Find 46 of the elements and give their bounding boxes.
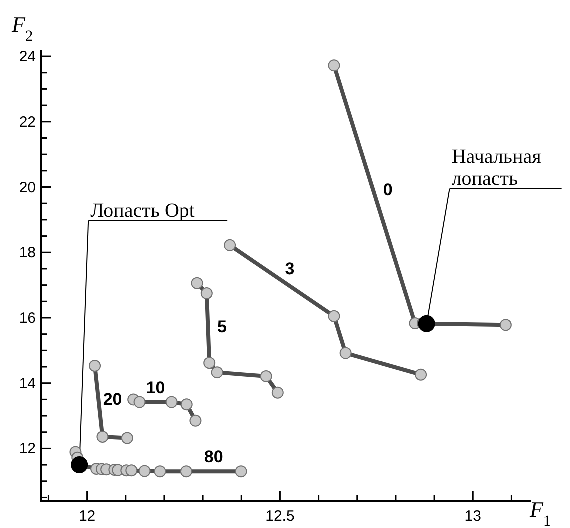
y-tick-label: 22 — [19, 114, 36, 131]
x-tick-label: 13 — [464, 508, 482, 525]
point — [180, 466, 192, 478]
point — [96, 430, 109, 443]
point — [138, 465, 151, 478]
point — [121, 432, 134, 444]
y-tick-label: 24 — [19, 48, 36, 66]
point — [134, 396, 146, 408]
x-axis-title: F$_{1}$ — [529, 497, 552, 528]
point — [166, 396, 178, 408]
point — [235, 466, 248, 478]
y-axis-title: F$_{2}$ — [11, 12, 34, 44]
annotation: Лопасть Opt — [90, 200, 196, 222]
point — [328, 60, 340, 72]
x-tick-label: 12 — [78, 508, 96, 525]
point — [260, 370, 272, 382]
point — [415, 368, 428, 381]
point — [340, 347, 352, 360]
point — [328, 310, 340, 322]
point — [191, 277, 204, 290]
series-label: 10 — [146, 378, 166, 398]
series-label: 3 — [285, 259, 295, 278]
point — [272, 386, 284, 399]
point — [418, 315, 436, 332]
y-tick-label: 14 — [19, 375, 36, 392]
series-label: 20 — [103, 390, 122, 409]
series-label: 0 — [383, 180, 393, 200]
point — [224, 239, 236, 252]
point — [154, 466, 166, 478]
point — [89, 360, 102, 372]
x-tick-label: 12.5 — [266, 508, 295, 525]
point — [71, 456, 88, 474]
point — [190, 414, 202, 427]
y-tick-label: 20 — [19, 179, 36, 196]
y-tick-label: 12 — [19, 440, 36, 458]
point — [126, 464, 138, 477]
annotation: Начальная лопасть — [452, 146, 542, 190]
point — [204, 357, 216, 370]
series-label: 5 — [218, 318, 227, 337]
point — [180, 398, 193, 411]
y-tick-label: 18 — [19, 244, 36, 262]
point — [211, 366, 224, 379]
y-tick-label: 16 — [19, 310, 36, 327]
point — [200, 287, 213, 300]
series-label: 80 — [204, 448, 224, 467]
point — [500, 319, 512, 332]
